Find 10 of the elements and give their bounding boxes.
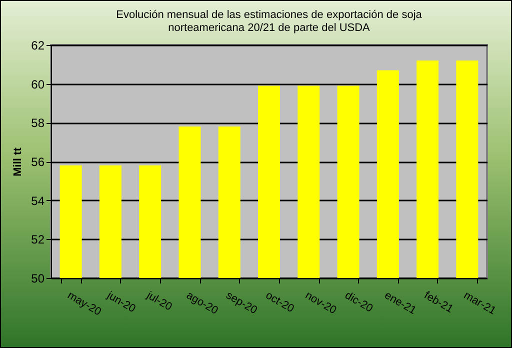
x-tick-label: oct-20 — [264, 290, 296, 316]
y-tick-label: 54 — [31, 194, 45, 208]
chart-title: Evolución mensual de las estimaciones de exportación de soja norteamericana 20/21 de parte del USDA — [116, 9, 423, 34]
y-tick-label: 60 — [31, 77, 45, 92]
y-tick-label: 56 — [31, 155, 45, 169]
y-tick-label: 62 — [31, 38, 45, 52]
y-axis-title: Mill tt — [12, 147, 24, 176]
y-tick-label: 52 — [31, 232, 45, 247]
y-tick-label: 58 — [31, 116, 45, 130]
y-tick-label: 50 — [31, 272, 45, 286]
